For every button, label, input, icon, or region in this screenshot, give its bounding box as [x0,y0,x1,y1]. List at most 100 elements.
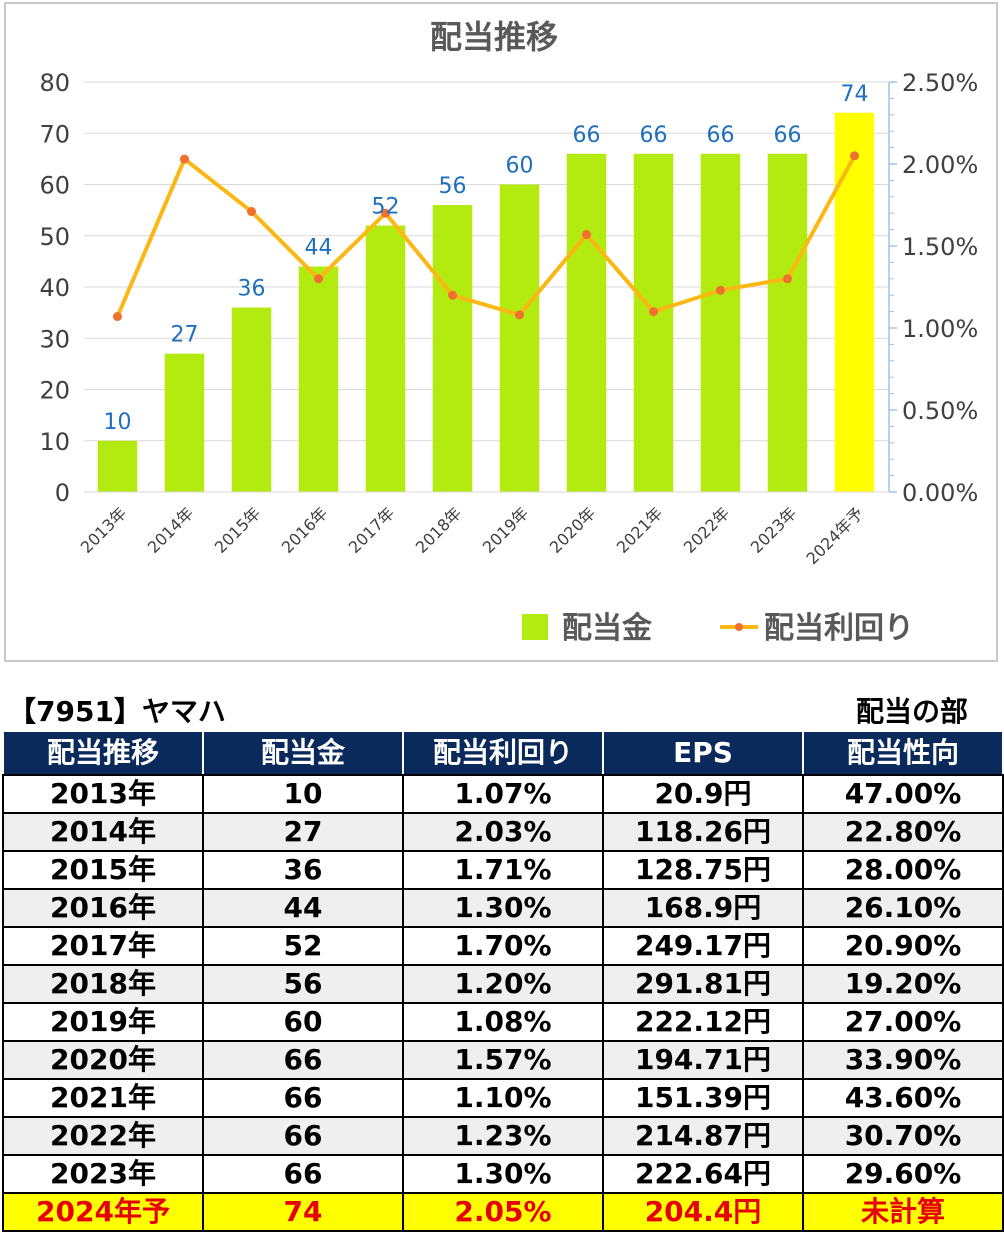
table-title: 【7951】ヤマハ [8,695,226,728]
y-left-tick-label: 20 [39,377,70,405]
cell-payout: 26.10% [802,888,1004,928]
cell-eps: 128.75円 [602,850,804,890]
header-payout: 配当性向 [802,730,1004,776]
cell-yield: 1.20% [402,964,604,1004]
yield-point [314,274,323,284]
cell-dividend: 36 [202,850,404,890]
table-row: 2017年 52 1.70% 249.17円 20.90% [2,926,1004,966]
bar-data-label: 44 [305,236,333,261]
x-tick-label: 2016年 [278,503,332,557]
yield-point [247,207,256,217]
cell-dividend: 52 [202,926,404,966]
bar [499,184,540,492]
yield-point [515,310,524,320]
cell-payout: 30.70% [802,1116,1004,1156]
chart-frame: 配当推移 0 10 20 30 40 50 60 70 80 0.00% 0.50% 1.00% 1.50… [4,2,998,662]
bar [231,307,272,492]
cell-yield: 1.10% [402,1078,604,1118]
legend-bar-label: 配当金 [562,611,653,646]
bar [97,440,138,492]
x-tick-label: 2018年 [412,503,466,557]
x-tick-label: 2024年予 [802,503,867,568]
cell-yield: 1.30% [402,1154,604,1194]
y-right-tick-label: 1.00% [902,315,978,343]
cell-year: 2017年 [2,926,204,966]
bar [298,266,339,492]
cell-payout: 27.00% [802,1002,1004,1042]
bar-data-label: 36 [238,277,266,302]
x-tick-label: 2015年 [211,503,265,557]
cell-yield: 1.30% [402,888,604,928]
bar [365,225,406,492]
cell-year: 2020年 [2,1040,204,1080]
table-row: 2016年 44 1.30% 168.9円 26.10% [2,888,1004,928]
cell-payout: 33.90% [802,1040,1004,1080]
cell-eps: 168.9円 [602,888,804,928]
x-tick-label: 2022年 [680,503,734,557]
y-right-tick-label: 2.50% [902,69,978,97]
cell-payout: 20.90% [802,926,1004,966]
cell-dividend: 66 [202,1040,404,1080]
yield-point [783,274,792,284]
bar-data-label: 66 [640,123,668,148]
dividend-chart: 配当推移 0 10 20 30 40 50 60 70 80 0.00% 0.50% 1.00% 1.50… [39,18,978,646]
cell-payout: 47.00% [802,774,1004,814]
cell-payout: 43.60% [802,1078,1004,1118]
cell-dividend: 74 [202,1192,404,1232]
y-left-tick-label: 50 [39,223,70,251]
header-eps: EPS [602,730,804,776]
y-left-tick-label: 30 [39,325,70,353]
bar [566,153,607,492]
table-row: 2022年 66 1.23% 214.87円 30.70% [2,1116,1004,1156]
cell-year: 2015年 [2,850,204,890]
cell-dividend: 27 [202,812,404,852]
y-right-tick-label: 0.50% [902,397,978,425]
cell-yield: 1.70% [402,926,604,966]
bar-data-label: 66 [707,123,735,148]
table-row: 2020年 66 1.57% 194.71円 33.90% [2,1040,1004,1080]
cell-yield: 1.07% [402,774,604,814]
header-dividend: 配当金 [202,730,404,776]
table-section-label: 配当の部 [855,695,968,728]
table-row: 2019年 60 1.08% 222.12円 27.00% [2,1002,1004,1042]
table-row: 2024年予 74 2.05% 204.4円 未計算 [2,1192,1004,1232]
y-left-tick-label: 40 [39,274,70,302]
cell-dividend: 66 [202,1078,404,1118]
cell-payout: 29.60% [802,1154,1004,1194]
table-row: 2021年 66 1.10% 151.39円 43.60% [2,1078,1004,1118]
bar [633,153,674,492]
bar-data-label: 27 [171,323,199,348]
cell-eps: 214.87円 [602,1116,804,1156]
x-tick-label: 2023年 [747,503,801,557]
cell-eps: 20.9円 [602,774,804,814]
cell-year: 2013年 [2,774,204,814]
cell-yield: 1.23% [402,1116,604,1156]
x-tick-label: 2014年 [144,503,198,557]
y-left-tick-label: 60 [39,172,70,200]
bar-data-label: 66 [573,123,601,148]
bar [164,353,205,492]
y-left-tick-label: 10 [39,428,70,456]
cell-yield: 1.71% [402,850,604,890]
bar [700,153,741,492]
table-row: 2013年 10 1.07% 20.9円 47.00% [2,774,1004,814]
y-left-tick-label: 0 [55,479,70,507]
yield-line [115,154,857,318]
table-header-row: 配当推移 配当金 配当利回り EPS 配当性向 [2,730,1004,776]
bar-data-label: 56 [439,174,467,199]
yield-point [180,154,189,164]
table-row: 2014年 27 2.03% 118.26円 22.80% [2,812,1004,852]
bar-data-label: 74 [841,82,869,107]
cell-payout: 28.00% [802,850,1004,890]
bar-data-label: 66 [774,123,802,148]
dividend-table: 配当推移 配当金 配当利回り EPS 配当性向 2013年 10 1.07% 20.9… [2,730,1004,1232]
bar-data-label: 60 [506,154,534,179]
cell-yield: 2.05% [402,1192,604,1232]
cell-eps: 151.39円 [602,1078,804,1118]
cell-dividend: 44 [202,888,404,928]
cell-dividend: 60 [202,1002,404,1042]
cell-dividend: 66 [202,1154,404,1194]
table-row: 2018年 56 1.20% 291.81円 19.20% [2,964,1004,1004]
x-tick-label: 2021年 [613,503,667,557]
cell-eps: 249.17円 [602,926,804,966]
